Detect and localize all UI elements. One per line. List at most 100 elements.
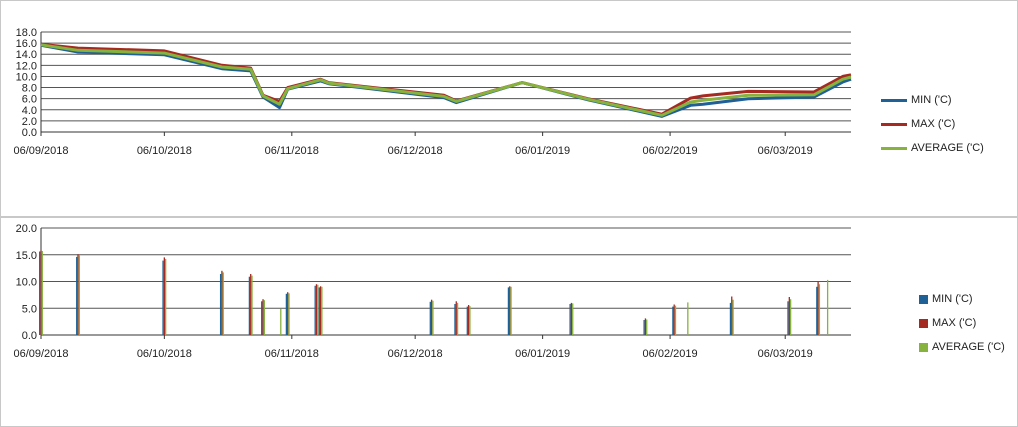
y-tick-label: 8.0 [22, 83, 37, 95]
x-tick-label: 06/10/2018 [137, 145, 192, 157]
bar-min [39, 251, 41, 335]
top-chart-panel: 0.0 2.0 4.0 6.0 8.0 10.0 12.0 14.0 16.0 18.0 06/09… [0, 0, 1018, 217]
bar-average [732, 299, 734, 335]
bar-max [77, 254, 79, 335]
bar-min [816, 286, 818, 335]
bar-max [509, 286, 511, 335]
bar-min [643, 320, 645, 335]
legend-item-average: AVERAGE ('C) [919, 340, 1005, 354]
bar-min [507, 287, 510, 335]
bar-average [572, 303, 574, 335]
bar-average [674, 305, 677, 335]
x-tick-label: 06/09/2018 [13, 145, 68, 157]
bar-average [469, 306, 471, 335]
y-tick-label: 14.0 [16, 49, 37, 61]
bar-min [318, 287, 320, 335]
bar-chart: 0.0 5.0 10.0 15.0 20.0 06/09/2018 06/10/2018 06… [13, 223, 851, 360]
x-tick-label: 06/09/2018 [13, 348, 68, 360]
bar-average [510, 286, 512, 335]
legend-item-max: MAX ('C) [919, 316, 1005, 330]
bar-max [467, 305, 470, 335]
bar-average [432, 300, 434, 335]
bar-average [165, 259, 167, 335]
bar-min [162, 260, 164, 335]
bar-chart-legend: MIN ('C) MAX ('C) AVERAGE ('C) [919, 292, 1005, 364]
bar-min [672, 306, 674, 335]
bar-min [76, 256, 78, 335]
bar-average [251, 275, 253, 335]
bar-min [729, 302, 732, 335]
x-tick-label: 06/11/2018 [265, 145, 319, 157]
bar-average [818, 284, 821, 335]
x-tick-label: 06/10/2018 [137, 348, 192, 360]
bar-max [731, 296, 733, 335]
bar-average [78, 255, 80, 335]
y-tick-label: 18.0 [16, 27, 37, 39]
x-tick-label: 06/03/2019 [758, 348, 813, 360]
legend-item-min: MIN ('C) [919, 292, 1005, 306]
bar-average [646, 319, 648, 335]
bar-max [262, 299, 264, 335]
bar-average [222, 272, 224, 335]
y-tick-label: 2.0 [22, 116, 37, 128]
y-tick-label: 0.0 [22, 330, 37, 342]
y-tick-label: 12.0 [16, 60, 37, 72]
bar-min [261, 301, 263, 335]
bar-min [466, 306, 468, 335]
line-chart-legend: MIN ('C) MAX ('C) AVERAGE ('C) [881, 93, 984, 165]
bar-average [288, 293, 290, 335]
bar-average [789, 299, 792, 335]
bar-average [280, 308, 282, 335]
bar-max [817, 281, 819, 335]
bar-average [263, 300, 265, 335]
legend-item-min: MIN ('C) [881, 93, 984, 107]
bar-max [221, 270, 223, 335]
x-tick-label: 06/01/2019 [515, 348, 570, 360]
legend-swatch-average [919, 342, 928, 352]
x-tick-label: 06/01/2019 [515, 145, 570, 157]
legend-swatch-average [881, 146, 907, 150]
bar-max [644, 318, 647, 335]
bar-min [454, 304, 456, 335]
bar-average [317, 284, 319, 335]
line-chart: 0.02.04.06.08.010.012.014.016.018.0 06/09… [13, 27, 852, 157]
bar-max [250, 274, 252, 335]
x-tick-label: 06/02/2019 [643, 145, 698, 157]
bar-average [826, 279, 829, 335]
y-tick-label: 15.0 [16, 250, 37, 262]
bar-average [687, 302, 689, 335]
x-tick-label: 06/02/2019 [643, 348, 698, 360]
bar-average [41, 251, 43, 335]
legend-swatch-max [919, 318, 928, 328]
bar-max [40, 250, 42, 335]
y-tick-label: 16.0 [16, 38, 37, 50]
y-tick-label: 10.0 [16, 277, 37, 289]
bar-min [787, 301, 789, 335]
bar-average [321, 286, 323, 335]
x-tick-label: 06/11/2018 [265, 348, 319, 360]
legend-swatch-min [881, 98, 907, 102]
y-tick-label: 5.0 [22, 303, 37, 315]
y-tick-label: 4.0 [22, 105, 37, 117]
series-line-average [40, 43, 852, 117]
y-tick-label: 0.0 [22, 127, 37, 139]
bar-min [219, 274, 222, 335]
bottom-chart-panel: 0.0 5.0 10.0 15.0 20.0 06/09/2018 06/10/2018 06… [0, 217, 1018, 427]
bar-max [673, 304, 675, 335]
bar-max [287, 292, 289, 335]
bar-max [319, 286, 322, 335]
bar-average [456, 302, 459, 335]
bar-min [429, 301, 431, 335]
legend-label-max: MAX ('C) [932, 317, 977, 329]
legend-label-max: MAX ('C) [911, 118, 956, 130]
y-tick-label: 10.0 [16, 71, 37, 83]
x-tick-label: 06/03/2019 [758, 145, 813, 157]
bar-max [570, 302, 573, 335]
legend-label-average: AVERAGE ('C) [911, 142, 984, 154]
y-tick-label: 6.0 [22, 94, 37, 106]
bar-max [430, 299, 433, 335]
y-tick-label: 20.0 [16, 223, 37, 235]
bar-min [285, 293, 288, 335]
x-tick-label: 06/12/2018 [388, 348, 443, 360]
series-line-min [40, 43, 852, 118]
